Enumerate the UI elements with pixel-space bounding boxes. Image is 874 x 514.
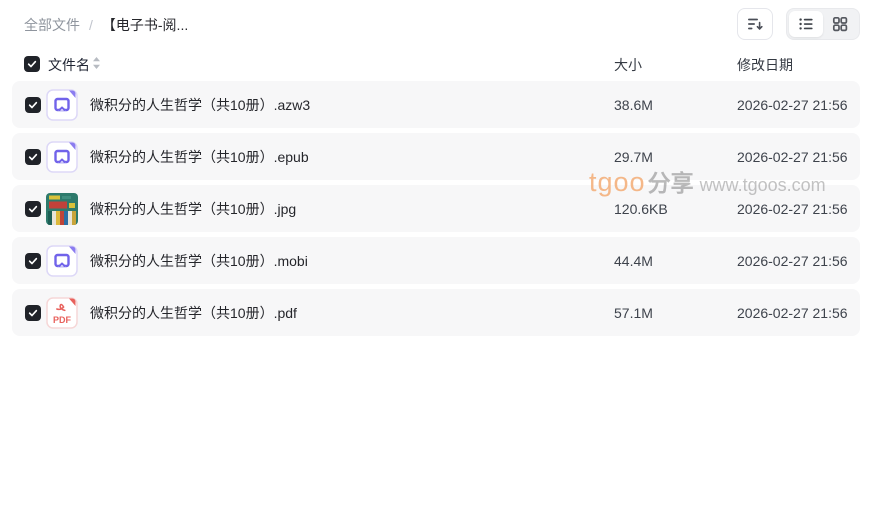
list-view-button[interactable] — [789, 11, 823, 37]
select-all-checkbox[interactable] — [24, 56, 40, 72]
file-size: 29.7M — [614, 148, 653, 165]
file-modified-date: 2026-02-27 21:56 — [737, 96, 848, 113]
pdf-file-icon: PDF — [46, 296, 78, 329]
table-header: 文件名 大小 修改日期 — [0, 52, 874, 76]
table-row[interactable]: 微积分的人生哲学（共10册）.mobi 44.4M 2026-02-27 21:… — [12, 237, 860, 284]
file-name[interactable]: 微积分的人生哲学（共10册）.pdf — [90, 304, 297, 321]
ebook-file-icon — [46, 244, 78, 277]
breadcrumb-current: 【电子书-阅... — [101, 17, 189, 33]
svg-text:PDF: PDF — [53, 315, 72, 325]
row-checkbox[interactable] — [25, 96, 41, 113]
image-thumbnail — [46, 192, 78, 225]
sort-descending-icon — [746, 15, 764, 33]
file-size: 38.6M — [614, 96, 653, 113]
grid-view-icon — [831, 15, 849, 33]
breadcrumb: 全部文件 / 【电子书-阅... — [24, 15, 188, 35]
file-size: 57.1M — [614, 304, 653, 321]
sort-caret-icon[interactable] — [92, 56, 101, 73]
table-row[interactable]: PDF 微积分的人生哲学（共10册）.pdf 57.1M 2026-02-27 … — [12, 289, 860, 336]
ebook-file-icon — [46, 140, 78, 173]
ebook-file-icon — [46, 88, 78, 121]
view-toggle — [786, 8, 860, 40]
file-size: 120.6KB — [614, 200, 668, 217]
file-modified-date: 2026-02-27 21:56 — [737, 304, 848, 321]
row-checkbox[interactable] — [25, 304, 41, 321]
file-list: 微积分的人生哲学（共10册）.azw3 38.6M 2026-02-27 21:… — [12, 81, 860, 341]
file-name[interactable]: 微积分的人生哲学（共10册）.jpg — [90, 200, 297, 217]
sort-button[interactable] — [737, 8, 773, 40]
column-header-modified: 修改日期 — [737, 57, 793, 73]
file-modified-date: 2026-02-27 21:56 — [737, 200, 848, 217]
table-row[interactable]: 微积分的人生哲学（共10册）.jpg 120.6KB 2026-02-27 21… — [12, 185, 860, 232]
row-checkbox[interactable] — [25, 148, 41, 165]
file-modified-date: 2026-02-27 21:56 — [737, 148, 848, 165]
breadcrumb-root[interactable]: 全部文件 — [24, 17, 80, 33]
row-checkbox[interactable] — [25, 252, 41, 269]
file-size: 44.4M — [614, 252, 653, 269]
breadcrumb-separator: / — [89, 17, 93, 33]
column-header-size: 大小 — [614, 57, 642, 73]
column-header-filename[interactable]: 文件名 — [48, 57, 90, 73]
table-row[interactable]: 微积分的人生哲学（共10册）.azw3 38.6M 2026-02-27 21:… — [12, 81, 860, 128]
list-view-icon — [797, 15, 815, 33]
file-name[interactable]: 微积分的人生哲学（共10册）.azw3 — [90, 96, 311, 113]
file-name[interactable]: 微积分的人生哲学（共10册）.mobi — [90, 252, 308, 269]
file-name[interactable]: 微积分的人生哲学（共10册）.epub — [90, 148, 309, 165]
row-checkbox[interactable] — [25, 200, 41, 217]
table-row[interactable]: 微积分的人生哲学（共10册）.epub 29.7M 2026-02-27 21:… — [12, 133, 860, 180]
file-modified-date: 2026-02-27 21:56 — [737, 252, 848, 269]
grid-view-button[interactable] — [823, 11, 857, 37]
